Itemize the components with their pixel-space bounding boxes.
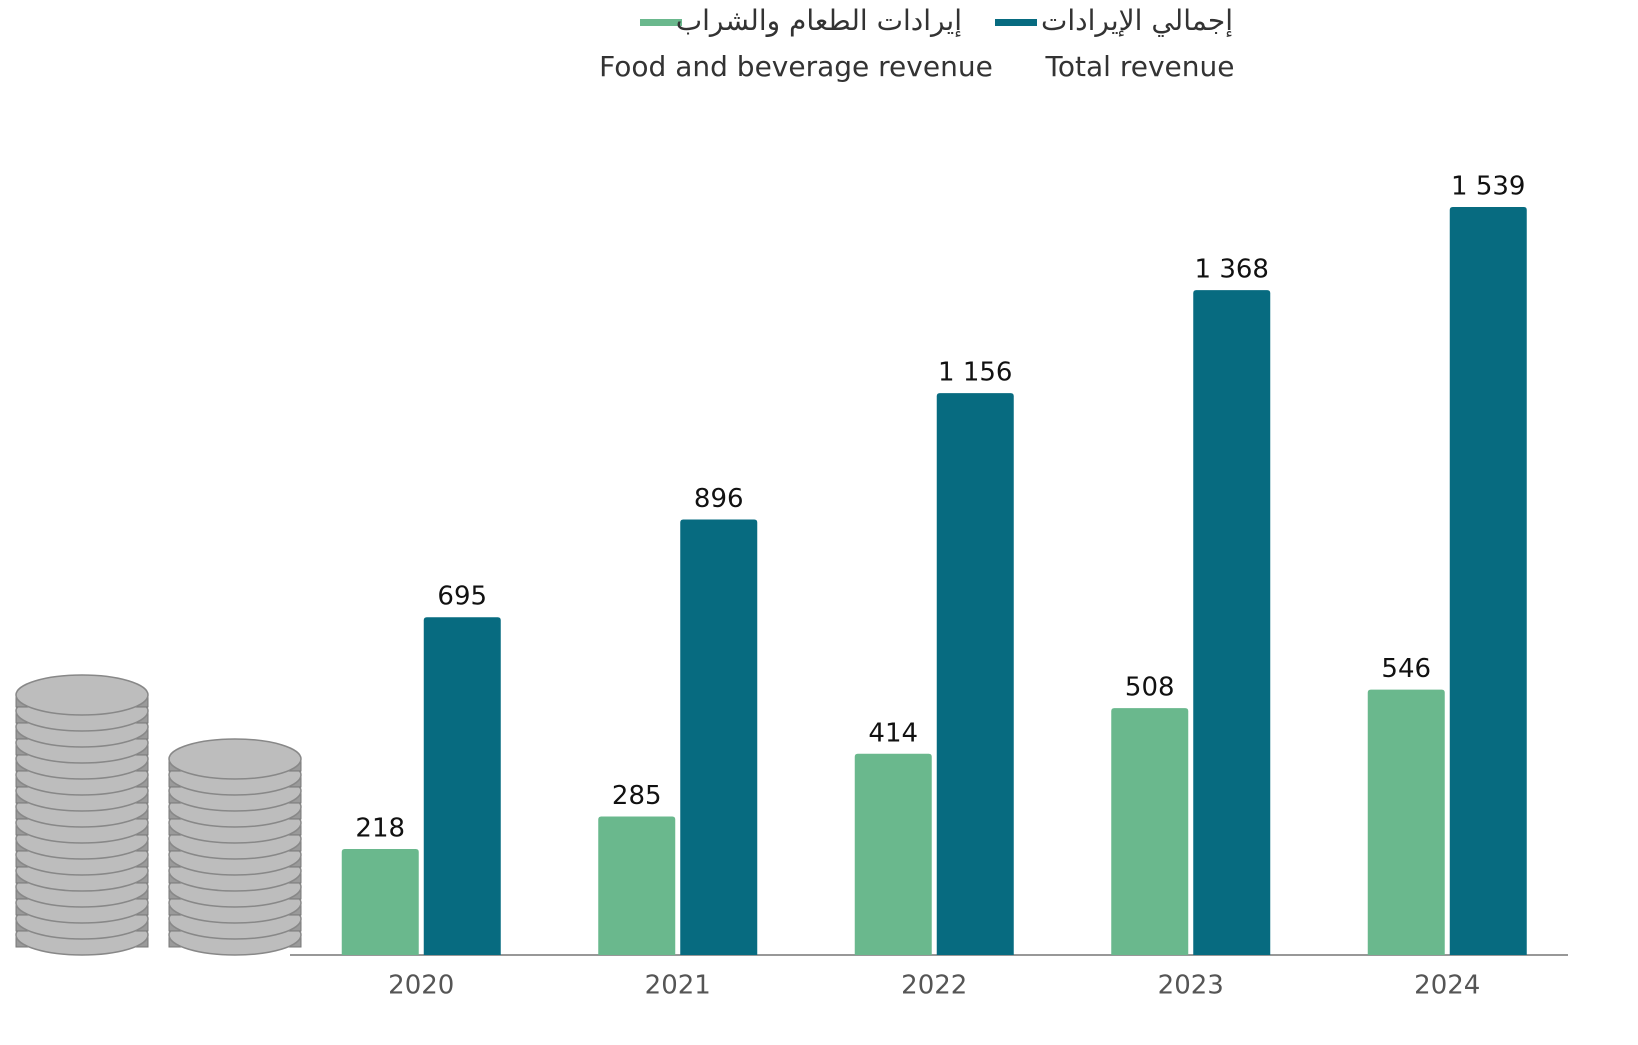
bar <box>1193 290 1271 956</box>
legend-label-ar: إيرادات الطعام والشراب <box>676 4 962 37</box>
value-label: 508 <box>1125 673 1175 703</box>
x-tick-label: 2023 <box>1158 971 1224 1001</box>
legend-label-ar: إجمالي الإيرادات <box>1041 4 1233 37</box>
bar <box>1111 708 1189 955</box>
coin-stacks <box>15 674 302 956</box>
value-label: 1 368 <box>1195 255 1269 285</box>
bar <box>341 849 419 955</box>
x-tick-label: 2021 <box>645 971 711 1001</box>
value-label: 1 539 <box>1451 172 1525 202</box>
x-tick-label: 2020 <box>388 971 454 1001</box>
bar <box>854 753 932 955</box>
bar <box>680 519 758 955</box>
legend-label: Total revenue <box>1045 50 1235 83</box>
legend-swatch <box>640 19 682 26</box>
bar <box>598 816 676 955</box>
value-label: 414 <box>868 718 918 748</box>
x-tick-label: 2024 <box>1414 971 1480 1001</box>
x-tick-label: 2022 <box>901 971 967 1001</box>
bar <box>1367 689 1445 955</box>
value-label: 546 <box>1381 654 1431 684</box>
coin-face <box>168 738 302 780</box>
bar <box>936 393 1014 956</box>
coin-face <box>15 674 149 716</box>
legend-swatch <box>995 19 1037 26</box>
value-label: 285 <box>612 781 662 811</box>
value-label: 695 <box>437 582 487 612</box>
value-label: 896 <box>694 484 744 514</box>
bar <box>1449 207 1527 955</box>
bar <box>423 617 501 955</box>
value-label: 218 <box>355 814 405 844</box>
value-label: 1 156 <box>938 358 1012 388</box>
legend-label: Food and beverage revenue <box>599 50 993 83</box>
